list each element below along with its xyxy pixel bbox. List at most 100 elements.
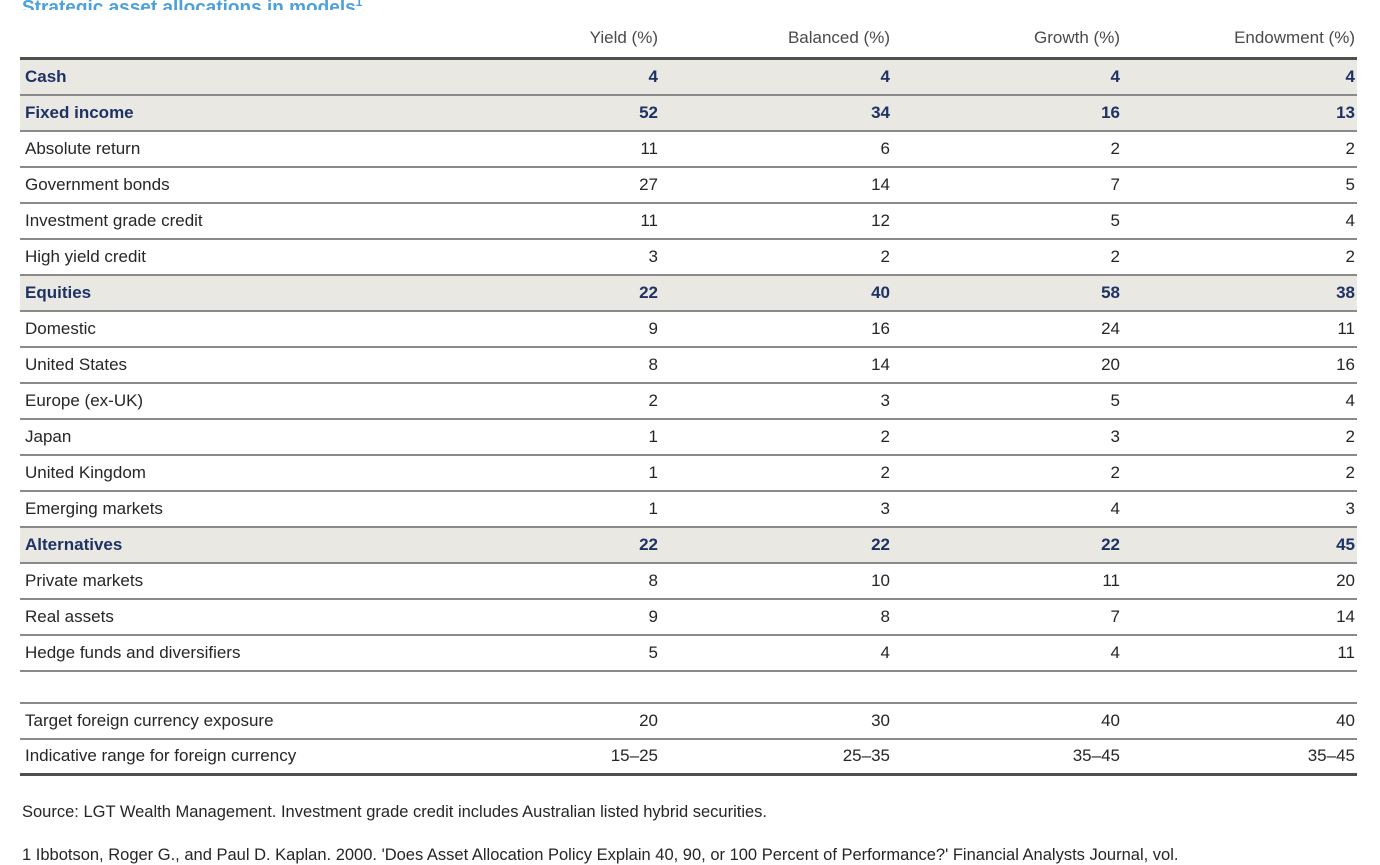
section-title-text: Strategic asset allocations in models	[22, 0, 356, 10]
cell-value: 4	[892, 490, 1122, 528]
table-row: Indicative range for foreign currency 15…	[20, 738, 1357, 776]
cell-value: 13	[1122, 94, 1357, 132]
table-row: Alternatives 22 22 22 45	[20, 526, 1357, 564]
cell-value: 40	[892, 701, 1122, 740]
cell-value: 15–25	[500, 738, 660, 776]
cell-value: 30	[660, 701, 892, 740]
cell-value: 35–45	[892, 738, 1122, 776]
table-row: Japan 1 2 3 2	[20, 418, 1357, 456]
cell-value: 11	[1122, 310, 1357, 348]
cell-value: 8	[500, 562, 660, 600]
asset-allocation-table: Yield (%) Balanced (%) Growth (%) Endowm…	[20, 24, 1357, 672]
table-row: Government bonds 27 14 7 5	[20, 166, 1357, 204]
row-label: Alternatives	[20, 526, 500, 564]
cell-value: 4	[660, 634, 892, 672]
cell-value: 9	[500, 598, 660, 636]
row-label: United States	[20, 346, 500, 384]
cell-value: 4	[1122, 58, 1357, 96]
cell-value: 11	[500, 130, 660, 168]
cell-value: 2	[892, 454, 1122, 492]
cell-value: 45	[1122, 526, 1357, 564]
cell-value: 22	[892, 526, 1122, 564]
cell-value: 12	[660, 202, 892, 240]
row-label-header	[20, 24, 500, 60]
cell-value: 25–35	[660, 738, 892, 776]
cell-value: 4	[1122, 202, 1357, 240]
cell-value: 20	[892, 346, 1122, 384]
cell-value: 34	[660, 94, 892, 132]
row-label: Domestic	[20, 310, 500, 348]
cell-value: 8	[500, 346, 660, 384]
cell-value: 58	[892, 274, 1122, 312]
cell-value: 2	[892, 130, 1122, 168]
cell-value: 2	[660, 418, 892, 456]
table-row: Target foreign currency exposure 20 30 4…	[20, 701, 1357, 740]
table-row: Fixed income 52 34 16 13	[20, 94, 1357, 132]
cell-value: 20	[1122, 562, 1357, 600]
row-label: United Kingdom	[20, 454, 500, 492]
table-row: Absolute return 11 6 2 2	[20, 130, 1357, 168]
row-label: Private markets	[20, 562, 500, 600]
foreign-currency-table: Target foreign currency exposure 20 30 4…	[20, 701, 1357, 776]
cell-value: 2	[1122, 238, 1357, 276]
cell-value: 16	[1122, 346, 1357, 384]
cell-value: 10	[660, 562, 892, 600]
row-label: Real assets	[20, 598, 500, 636]
row-label: Investment grade credit	[20, 202, 500, 240]
cell-value: 14	[1122, 598, 1357, 636]
row-label: Europe (ex-UK)	[20, 382, 500, 420]
cell-value: 22	[660, 526, 892, 564]
cell-value: 7	[892, 166, 1122, 204]
section-title: Strategic asset allocations in models1	[22, 0, 362, 10]
cell-value: 4	[892, 634, 1122, 672]
cell-value: 1	[500, 490, 660, 528]
row-label: High yield credit	[20, 238, 500, 276]
cell-value: 3	[660, 382, 892, 420]
cell-value: 16	[892, 94, 1122, 132]
cell-value: 52	[500, 94, 660, 132]
section-title-clipped: Strategic asset allocations in models1	[22, 0, 1357, 10]
table-row: Private markets 8 10 11 20	[20, 562, 1357, 600]
cell-value: 5	[1122, 166, 1357, 204]
cell-value: 1	[500, 418, 660, 456]
cell-value: 4	[500, 58, 660, 96]
cell-value: 24	[892, 310, 1122, 348]
cell-value: 9	[500, 310, 660, 348]
row-label: Equities	[20, 274, 500, 312]
row-label: Fixed income	[20, 94, 500, 132]
cell-value: 3	[660, 490, 892, 528]
cell-value: 5	[500, 634, 660, 672]
cell-value: 27	[500, 166, 660, 204]
table-row: Cash 4 4 4 4	[20, 58, 1357, 96]
row-label: Government bonds	[20, 166, 500, 204]
cell-value: 2	[660, 238, 892, 276]
cell-value: 2	[500, 382, 660, 420]
table-row: Investment grade credit 11 12 5 4	[20, 202, 1357, 240]
col-header-endowment: Endowment (%)	[1122, 24, 1357, 60]
cell-value: 11	[1122, 634, 1357, 672]
col-header-balanced: Balanced (%)	[660, 24, 892, 60]
cell-value: 7	[892, 598, 1122, 636]
cell-value: 38	[1122, 274, 1357, 312]
table-row: Hedge funds and diversifiers 5 4 4 11	[20, 634, 1357, 672]
table-row: Equities 22 40 58 38	[20, 274, 1357, 312]
table-row: United States 8 14 20 16	[20, 346, 1357, 384]
cell-value: 5	[892, 382, 1122, 420]
cell-value: 1	[500, 454, 660, 492]
cell-value: 40	[1122, 701, 1357, 740]
table-row: Emerging markets 1 3 4 3	[20, 490, 1357, 528]
cell-value: 14	[660, 166, 892, 204]
table-row: Europe (ex-UK) 2 3 5 4	[20, 382, 1357, 420]
cell-value: 3	[500, 238, 660, 276]
row-label: Target foreign currency exposure	[20, 701, 500, 740]
source-note: Source: LGT Wealth Management. Investmen…	[22, 803, 768, 821]
cell-value: 22	[500, 274, 660, 312]
cell-value: 8	[660, 598, 892, 636]
cell-value: 14	[660, 346, 892, 384]
footnote: 1 Ibbotson, Roger G., and Paul D. Kaplan…	[22, 846, 1179, 864]
row-label: Absolute return	[20, 130, 500, 168]
cell-value: 4	[1122, 382, 1357, 420]
cell-value: 5	[892, 202, 1122, 240]
table-row: United Kingdom 1 2 2 2	[20, 454, 1357, 492]
